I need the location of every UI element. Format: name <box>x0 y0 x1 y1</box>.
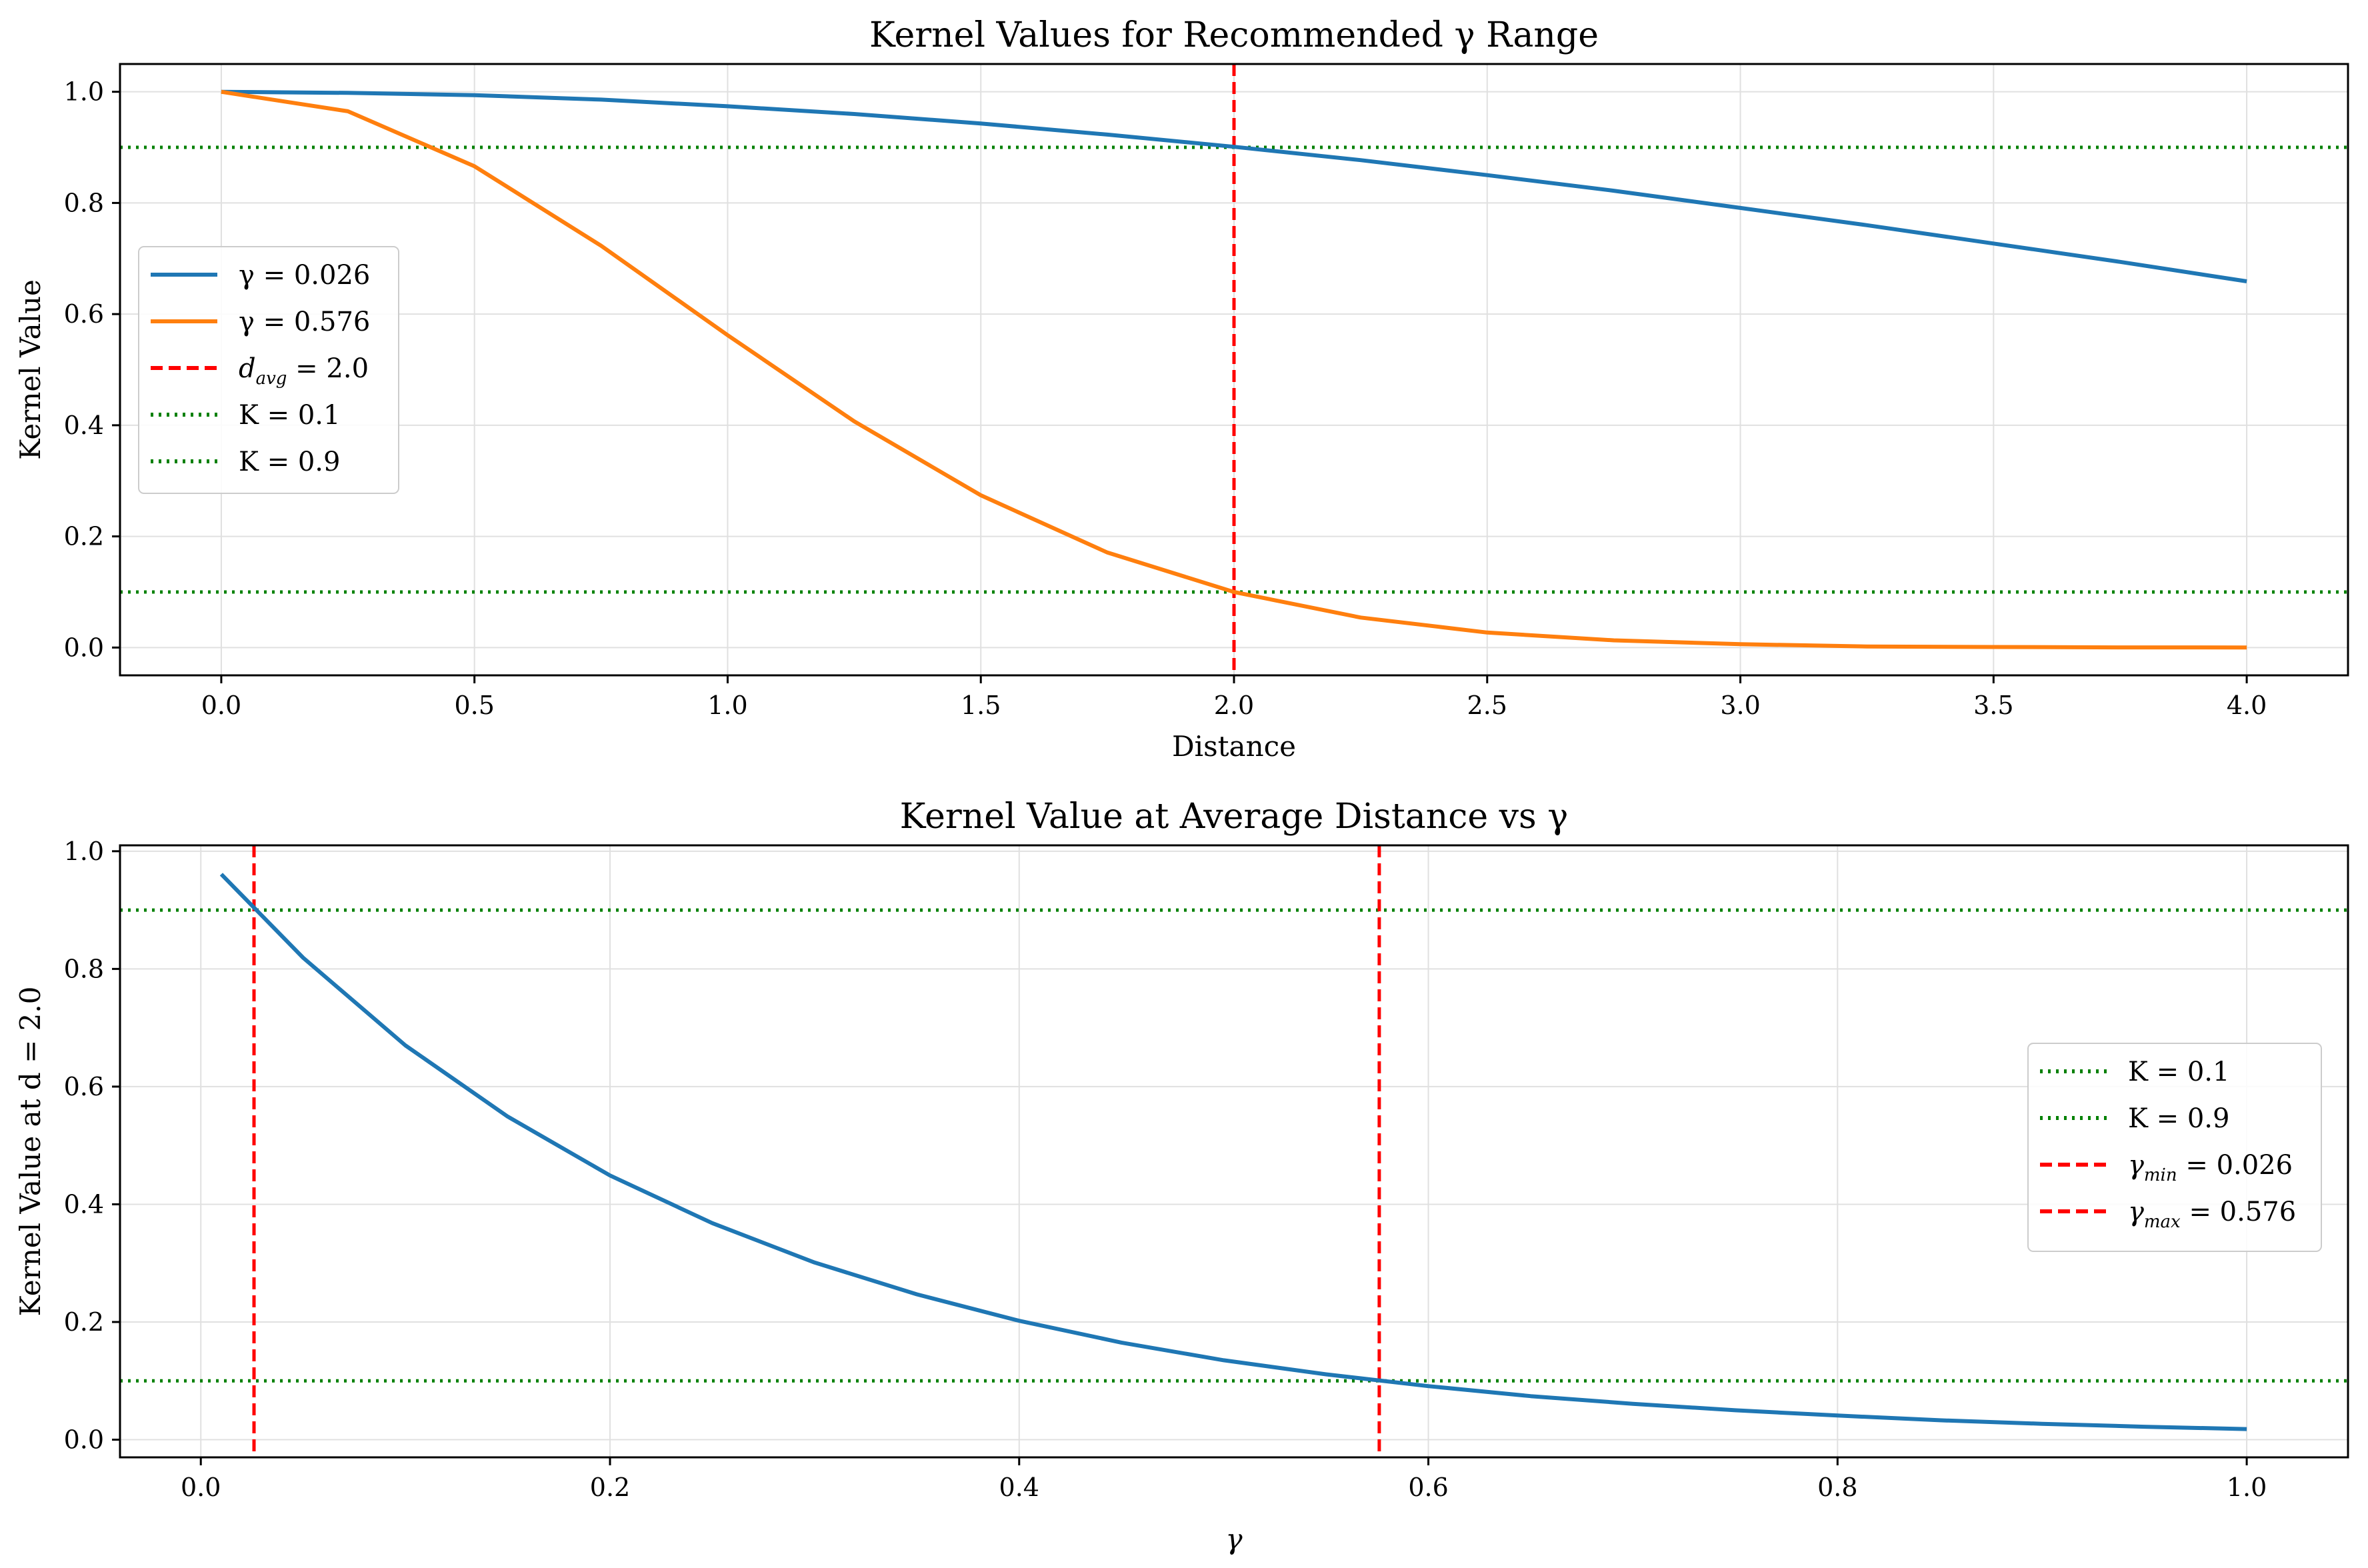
x-tick-label: 3.0 <box>1720 691 1760 720</box>
legend: K = 0.1 K = 0.9 γmin = 0.026 γmax = 0.576 <box>2027 1043 2322 1252</box>
plot-area <box>120 845 2348 1457</box>
x-axis-label: Distance <box>1172 730 1296 763</box>
axes-frame <box>119 844 2349 1459</box>
legend-label: K = 0.1 <box>239 400 340 431</box>
y-tick-label: 0.2 <box>64 1307 104 1337</box>
plot-area <box>120 64 2348 675</box>
legend-label: γmin = 0.026 <box>2128 1150 2293 1185</box>
x-tick-label: 4.0 <box>2227 691 2267 720</box>
y-tick-label: 0.6 <box>64 1072 104 1101</box>
x-tick-label: 0.2 <box>590 1473 630 1502</box>
y-tick-label: 1.0 <box>64 837 104 866</box>
x-tick-label: 1.5 <box>961 691 1001 720</box>
x-tick-label: 3.5 <box>1973 691 2013 720</box>
legend: γ = 0.026 γ = 0.576 davg = 2.0 K = 0.1 K = 0… <box>138 246 399 494</box>
y-tick-label: 0.6 <box>64 299 104 329</box>
y-tick-label: 1.0 <box>64 77 104 107</box>
kernel-values-plot: 0.0 0.5 1.0 1.5 2.0 2.5 3.0 3.5 4.0 0.0 0.2 0.4 0.6 0… <box>14 15 2349 763</box>
legend-label: γ = 0.576 <box>239 307 370 337</box>
y-axis-label: Kernel Value <box>14 279 47 460</box>
x-tick-label: 0.6 <box>1408 1473 1448 1502</box>
x-tick-label: 0.8 <box>1817 1473 1857 1502</box>
legend-frame <box>2027 1043 2322 1252</box>
legend-label: γ = 0.026 <box>239 260 370 291</box>
x-tick-label: 0.5 <box>454 691 494 720</box>
x-tick-label: 0.0 <box>201 691 241 720</box>
legend-label: K = 0.1 <box>2128 1057 2229 1087</box>
y-tick-label: 0.8 <box>64 188 104 217</box>
legend-label: davg = 2.0 <box>239 353 369 389</box>
y-tick-label: 0.8 <box>64 954 104 983</box>
x-tick-label: 0.4 <box>999 1473 1039 1502</box>
x-tick-label: 0.0 <box>181 1473 221 1502</box>
x-tick-label: 1.0 <box>707 691 747 720</box>
x-tick-label: 2.5 <box>1467 691 1507 720</box>
y-axis-label: Kernel Value at d = 2.0 <box>14 987 47 1317</box>
x-tick-label: 2.0 <box>1214 691 1254 720</box>
y-tick-label: 0.0 <box>64 633 104 662</box>
legend-frame <box>138 246 399 494</box>
x-tick-label: 1.0 <box>2227 1473 2267 1502</box>
y-tick-label: 0.0 <box>64 1425 104 1455</box>
legend-label: K = 0.9 <box>2128 1103 2229 1134</box>
y-tick-label: 0.4 <box>64 1189 104 1219</box>
y-tick-label: 0.4 <box>64 411 104 440</box>
legend-label: γmax = 0.576 <box>2128 1197 2296 1232</box>
x-axis-label: γ <box>1225 1523 1243 1555</box>
kernel-vs-gamma-plot: 0.0 0.2 0.4 0.6 0.8 1.0 0.0 0.2 0.4 0.6 0.8 1.0 Kern… <box>14 797 2349 1555</box>
chart-title: Kernel Values for Recommended γ Range <box>869 15 1599 55</box>
legend-label: K = 0.9 <box>239 447 340 477</box>
chart-title: Kernel Value at Average Distance vs γ <box>900 797 1569 837</box>
y-tick-label: 0.2 <box>64 522 104 551</box>
